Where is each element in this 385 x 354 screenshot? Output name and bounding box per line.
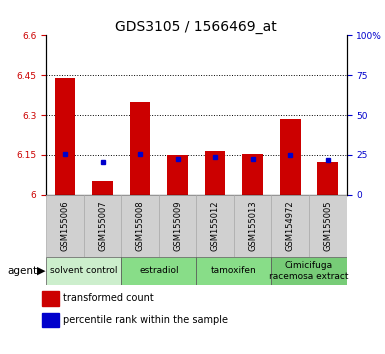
Text: transformed count: transformed count <box>63 293 154 303</box>
Bar <box>196 257 271 285</box>
Text: tamoxifen: tamoxifen <box>211 266 257 275</box>
Bar <box>159 195 196 257</box>
Text: GSM155008: GSM155008 <box>136 200 144 251</box>
Bar <box>205 151 226 195</box>
Text: GSM155012: GSM155012 <box>211 200 219 251</box>
Bar <box>46 257 121 285</box>
Bar <box>42 313 59 327</box>
Bar <box>271 257 346 285</box>
Bar <box>317 161 338 195</box>
Bar <box>271 195 309 257</box>
Text: Cimicifuga
racemosa extract: Cimicifuga racemosa extract <box>269 261 349 280</box>
Text: agent: agent <box>8 266 38 276</box>
Text: GSM155005: GSM155005 <box>323 200 332 251</box>
Text: percentile rank within the sample: percentile rank within the sample <box>63 315 228 325</box>
Text: solvent control: solvent control <box>50 266 117 275</box>
Text: GSM154972: GSM154972 <box>286 200 295 251</box>
Text: GSM155013: GSM155013 <box>248 200 257 251</box>
Bar <box>84 195 121 257</box>
Text: estradiol: estradiol <box>139 266 179 275</box>
Bar <box>55 78 75 195</box>
Bar <box>121 195 159 257</box>
Title: GDS3105 / 1566469_at: GDS3105 / 1566469_at <box>116 21 277 34</box>
Text: GSM155006: GSM155006 <box>60 200 69 251</box>
Bar <box>309 195 346 257</box>
Bar <box>92 182 113 195</box>
Bar <box>121 257 196 285</box>
Bar <box>130 102 151 195</box>
Bar <box>167 155 188 195</box>
Bar <box>280 119 301 195</box>
Bar <box>196 195 234 257</box>
Bar <box>242 154 263 195</box>
Bar <box>42 291 59 306</box>
Bar <box>234 195 271 257</box>
Text: GSM155007: GSM155007 <box>98 200 107 251</box>
Bar <box>46 195 84 257</box>
Text: ▶: ▶ <box>37 266 45 276</box>
Text: GSM155009: GSM155009 <box>173 200 182 251</box>
